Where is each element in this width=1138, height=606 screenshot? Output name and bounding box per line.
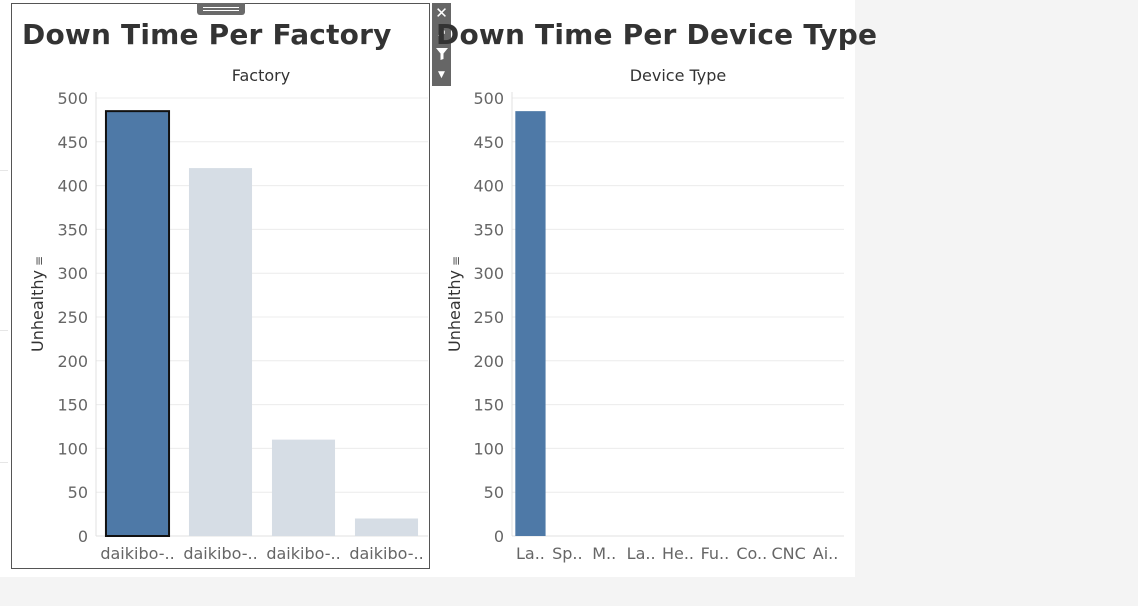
device-type-bar-chart: 0 50 100 150 200 250 300 350 400 450 500 La.. Sp.. M.… <box>473 89 844 563</box>
worksheet-title: Down Time Per Device Type <box>436 18 878 51</box>
x-tick-label: Sp.. <box>552 544 582 563</box>
x-tick-label: La.. <box>516 544 545 563</box>
drag-handle[interactable] <box>197 3 245 15</box>
y-tick-label: 100 <box>57 439 88 458</box>
y-tick-label: 200 <box>473 352 504 371</box>
x-tick-label: Ai.. <box>813 544 839 563</box>
divider <box>0 170 8 171</box>
bar <box>188 168 253 536</box>
x-tick-label: Fu.. <box>701 544 730 563</box>
y-tick-label: 250 <box>57 308 88 327</box>
x-tick-label: Co.. <box>736 544 767 563</box>
y-tick-label: 350 <box>57 220 88 239</box>
worksheet-title: Down Time Per Factory <box>22 18 392 51</box>
x-tick-label: CNC <box>772 544 806 563</box>
y-axis-label: Unhealthy <box>445 270 464 352</box>
y-tick-label: 300 <box>473 264 504 283</box>
factory-bar-chart: 0 50 100 150 200 250 300 350 400 450 500 daikibo-..… <box>57 89 428 563</box>
y-tick-label: 150 <box>473 396 504 415</box>
y-tick-label: 350 <box>473 220 504 239</box>
close-icon[interactable]: ✕ <box>435 4 448 22</box>
bar <box>515 111 546 536</box>
popout-icon[interactable]: ⇗ <box>436 26 447 40</box>
y-tick-label: 50 <box>484 483 504 502</box>
y-tick-label: 0 <box>78 527 88 546</box>
bar <box>271 439 336 536</box>
x-tick-label: daikibo-.. <box>349 544 423 563</box>
bar <box>354 518 419 536</box>
y-tick-label: 450 <box>473 133 504 152</box>
dashboard-canvas: Down Time Per Factory Factory Unhealthy ≡… <box>0 0 877 577</box>
divider <box>0 330 8 331</box>
y-tick-label: 300 <box>57 264 88 283</box>
worksheet-toolbar: ✕ ⇗ ▼ <box>432 3 451 86</box>
bar <box>104 110 171 537</box>
x-tick-label: M.. <box>592 544 616 563</box>
y-tick-label: 450 <box>57 133 88 152</box>
x-tick-label: daikibo-.. <box>183 544 257 563</box>
x-tick-label: daikibo-.. <box>266 544 340 563</box>
y-tick-label: 250 <box>473 308 504 327</box>
divider <box>0 462 8 463</box>
y-tick-label: 400 <box>57 177 88 196</box>
y-tick-label: 50 <box>68 483 88 502</box>
y-tick-label: 500 <box>473 89 504 108</box>
x-tick-label: daikibo-.. <box>100 544 174 563</box>
y-tick-label: 200 <box>57 352 88 371</box>
filter-icon[interactable] <box>432 44 451 64</box>
x-tick-label: La.. <box>627 544 656 563</box>
y-tick-label: 500 <box>57 89 88 108</box>
column-header: Factory <box>231 66 291 85</box>
y-tick-label: 400 <box>473 177 504 196</box>
y-tick-label: 150 <box>57 396 88 415</box>
y-axis-title[interactable]: Unhealthy ≡ <box>445 256 464 352</box>
y-tick-label: 100 <box>473 439 504 458</box>
sort-icon[interactable]: ≡ <box>449 255 463 267</box>
column-header: Device Type <box>629 66 727 85</box>
y-tick-label: 0 <box>494 527 504 546</box>
more-options-icon[interactable]: ▼ <box>438 70 445 80</box>
x-tick-label: He.. <box>662 544 694 563</box>
